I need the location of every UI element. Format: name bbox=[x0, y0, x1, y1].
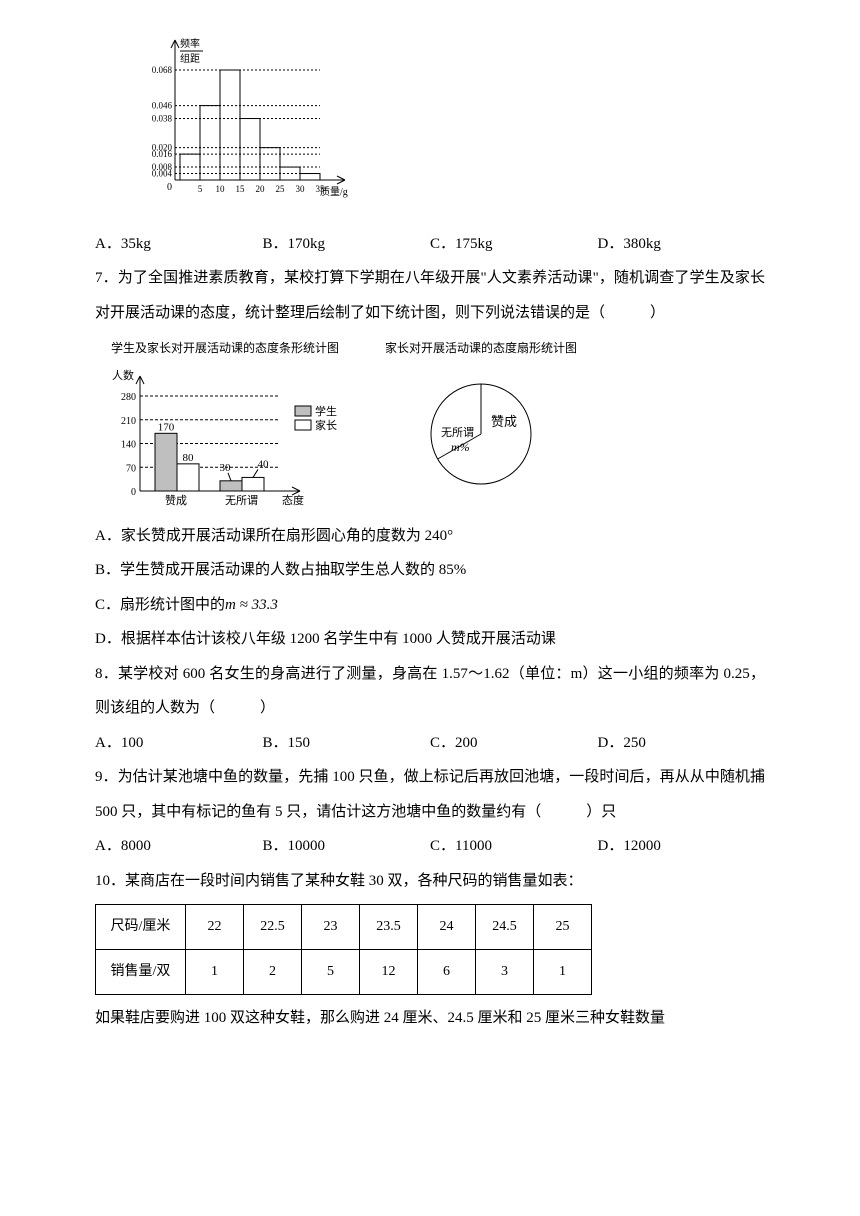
q7-pie-title: 家长对开展活动课的态度扇形统计图 bbox=[385, 335, 577, 363]
q7-bar-chart: 人数 态度 70 140 210 280 0 170 80 30 40 学生 家长 赞成 无所… bbox=[105, 366, 345, 511]
q7-text: 7．为了全国推进素质教育，某校打算下学期在八年级开展"人文素养活动课"，随机调查… bbox=[95, 261, 765, 330]
q6-opt-b: B．170kg bbox=[263, 227, 431, 262]
table-header-cell: 23.5 bbox=[360, 905, 418, 950]
svg-text:频率: 频率 bbox=[180, 37, 200, 50]
table-header-cell: 22.5 bbox=[244, 905, 302, 950]
table-data-cell: 5 bbox=[302, 950, 360, 995]
table-data-cell: 2 bbox=[244, 950, 302, 995]
q9-options: A．8000 B．10000 C．11000 D．12000 bbox=[95, 829, 765, 864]
q7-opt-c: C．扇形统计图中的m ≈ 33.3 bbox=[95, 588, 765, 623]
svg-text:40: 40 bbox=[258, 458, 270, 470]
q8-opt-d: D．250 bbox=[598, 726, 766, 761]
svg-text:0: 0 bbox=[131, 487, 136, 498]
svg-text:0.068: 0.068 bbox=[152, 65, 173, 75]
svg-text:0.038: 0.038 bbox=[152, 114, 173, 124]
svg-text:210: 210 bbox=[121, 415, 136, 426]
histogram-svg: 频率 组距 0.0040.0080.0160.0200.0380.0460.06… bbox=[135, 30, 365, 205]
table-data-cell: 6 bbox=[418, 950, 476, 995]
table-data-cell: 1 bbox=[534, 950, 592, 995]
q8-text: 8．某学校对 600 名女生的身高进行了测量，身高在 1.57～1.62（单位：… bbox=[95, 657, 765, 726]
svg-text:30: 30 bbox=[220, 461, 232, 473]
table-header-cell: 23 bbox=[302, 905, 360, 950]
svg-text:学生: 学生 bbox=[315, 404, 337, 418]
q10-table: 尺码/厘米2222.52323.52424.525 销售量/双12512631 bbox=[95, 904, 765, 995]
svg-text:m%: m% bbox=[451, 440, 470, 454]
q9-opt-d: D．12000 bbox=[598, 829, 766, 864]
svg-text:5: 5 bbox=[198, 184, 203, 194]
q7-opt-a: A．家长赞成开展活动课所在扇形圆心角的度数为 240° bbox=[95, 519, 765, 554]
svg-text:30: 30 bbox=[296, 184, 306, 194]
q10-after: 如果鞋店要购进 100 双这种女鞋，那么购进 24 厘米、24.5 厘米和 25… bbox=[95, 1001, 765, 1036]
svg-text:0.046: 0.046 bbox=[152, 101, 173, 111]
table-header-cell: 24 bbox=[418, 905, 476, 950]
q9-text: 9．为估计某池塘中鱼的数量，先捕 100 只鱼，做上标记后再放回池塘，一段时间后… bbox=[95, 760, 765, 829]
q7-bar-title: 学生及家长对开展活动课的态度条形统计图 bbox=[111, 335, 339, 363]
table-data-cell: 销售量/双 bbox=[96, 950, 186, 995]
svg-text:赞成: 赞成 bbox=[165, 494, 187, 507]
q9-opt-c: C．11000 bbox=[430, 829, 598, 864]
q6-options: A．35kg B．170kg C．175kg D．380kg bbox=[95, 227, 765, 262]
table-header-cell: 24.5 bbox=[476, 905, 534, 950]
q8-opt-c: C．200 bbox=[430, 726, 598, 761]
q9-opt-b: B．10000 bbox=[263, 829, 431, 864]
svg-text:态度: 态度 bbox=[282, 493, 304, 507]
q10-text: 10．某商店在一段时间内销售了某种女鞋 30 双，各种尺码的销售量如表： bbox=[95, 864, 765, 899]
q8-opt-a: A．100 bbox=[95, 726, 263, 761]
svg-text:70: 70 bbox=[126, 463, 136, 474]
svg-text:0.008: 0.008 bbox=[152, 162, 173, 172]
svg-text:80: 80 bbox=[183, 451, 195, 463]
svg-text:0.020: 0.020 bbox=[152, 143, 173, 153]
svg-text:10: 10 bbox=[216, 184, 226, 194]
histogram-chart: 频率 组距 0.0040.0080.0160.0200.0380.0460.06… bbox=[135, 30, 765, 219]
svg-text:无所谓: 无所谓 bbox=[225, 494, 258, 507]
q7-opt-b: B．学生赞成开展活动课的人数占抽取学生总人数的 85% bbox=[95, 553, 765, 588]
q8-options: A．100 B．150 C．200 D．250 bbox=[95, 726, 765, 761]
q6-opt-c: C．175kg bbox=[430, 227, 598, 262]
svg-text:无所谓: 无所谓 bbox=[441, 426, 474, 439]
svg-text:家长: 家长 bbox=[315, 418, 337, 432]
table-data-cell: 3 bbox=[476, 950, 534, 995]
q6-opt-d: D．380kg bbox=[598, 227, 766, 262]
svg-text:组距: 组距 bbox=[180, 52, 200, 65]
svg-text:140: 140 bbox=[121, 439, 136, 450]
svg-text:25: 25 bbox=[276, 184, 286, 194]
table-header-cell: 22 bbox=[186, 905, 244, 950]
svg-text:170: 170 bbox=[158, 421, 175, 433]
svg-text:20: 20 bbox=[256, 184, 266, 194]
q6-opt-a: A．35kg bbox=[95, 227, 263, 262]
q7-opt-d: D．根据样本估计该校八年级 1200 名学生中有 1000 人赞成开展活动课 bbox=[95, 622, 765, 657]
svg-text:人数: 人数 bbox=[112, 369, 134, 382]
svg-text:0: 0 bbox=[167, 182, 172, 193]
table-data-cell: 12 bbox=[360, 950, 418, 995]
q8-opt-b: B．150 bbox=[263, 726, 431, 761]
svg-text:15: 15 bbox=[236, 184, 246, 194]
table-header-cell: 尺码/厘米 bbox=[96, 905, 186, 950]
svg-text:280: 280 bbox=[121, 392, 136, 403]
svg-text:质量/g: 质量/g bbox=[320, 186, 348, 198]
q9-opt-a: A．8000 bbox=[95, 829, 263, 864]
table-data-cell: 1 bbox=[186, 950, 244, 995]
q7-charts: 学生及家长对开展活动课的态度条形统计图 人数 态度 70 140 210 280 0 1… bbox=[105, 335, 765, 511]
svg-text:赞成: 赞成 bbox=[491, 414, 517, 429]
table-header-cell: 25 bbox=[534, 905, 592, 950]
q7-pie-chart: 赞成 无所谓 m% bbox=[401, 366, 561, 496]
